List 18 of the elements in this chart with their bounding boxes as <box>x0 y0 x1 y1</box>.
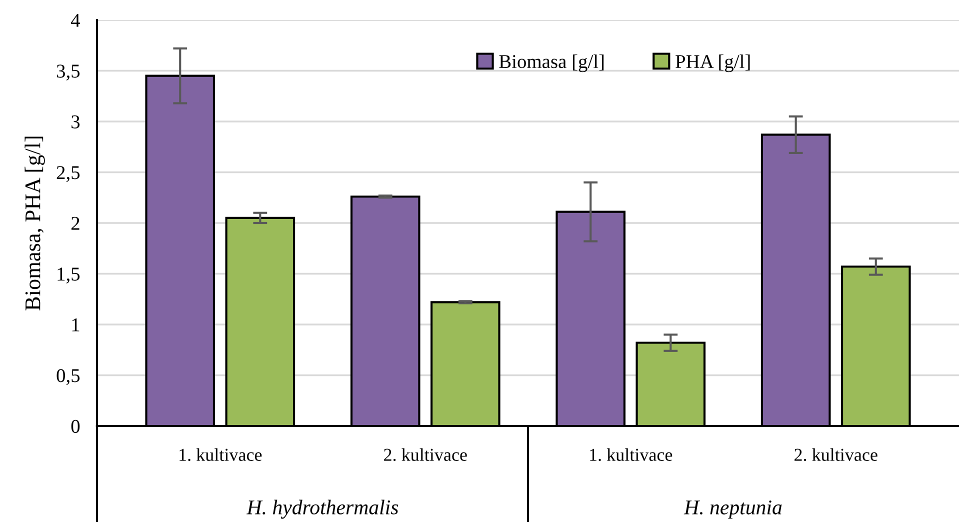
y-axis-title: Biomasa, PHA [g/l] <box>24 136 45 310</box>
text: H. hydrothermalis <box>246 500 398 519</box>
y-tick-label: 0 <box>71 420 80 433</box>
y-tick-label: 3 <box>72 115 80 128</box>
y-tick-label: 3,5 <box>56 64 80 80</box>
y-tick-label: 1 <box>72 318 80 332</box>
legend-label: PHA [g/l] <box>676 54 750 72</box>
x-tick-label: 2. kultivace <box>384 448 467 462</box>
y-tick-label: 1,5 <box>58 268 80 284</box>
y-tick-label: 0,5 <box>56 369 80 385</box>
x-tick-label: 1. kultivace <box>180 448 262 462</box>
y-tick-label: 2,5 <box>56 166 80 182</box>
x-tick-label: 1. kultivace <box>590 448 672 462</box>
x-tick-label: 2. kultivace <box>794 448 878 462</box>
y-tick-label: 2 <box>71 216 80 230</box>
legend-label: Biomasa [g/l] <box>499 54 604 72</box>
y-tick-label: 4 <box>70 14 80 27</box>
text: H. neptunia <box>684 500 782 519</box>
